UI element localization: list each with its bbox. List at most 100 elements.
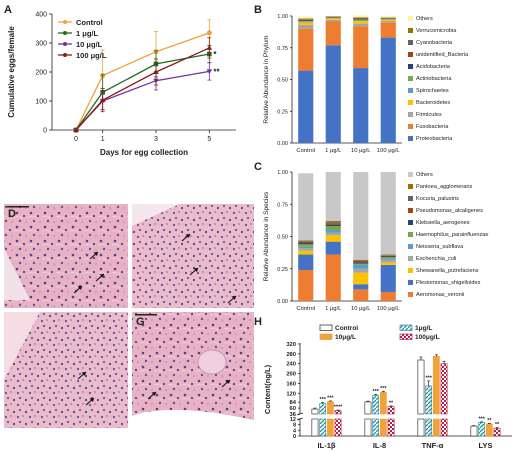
b-bar-segment xyxy=(353,23,369,27)
b-legend-label: Firmicutes xyxy=(416,112,442,118)
h-bar xyxy=(432,356,440,415)
h-bar xyxy=(493,427,501,437)
c-legend-swatch xyxy=(408,292,413,297)
a-x-axis-label: Days for egg collection xyxy=(100,148,188,157)
b-legend-swatch xyxy=(408,112,413,117)
h-y-tick-label: 60 xyxy=(290,406,296,412)
b-bar-segment xyxy=(298,21,314,22)
c-bar-segment xyxy=(353,289,369,301)
c-x-tick-label: 100 μg/L xyxy=(377,306,400,312)
c-legend-label: Aeromonas_veronii xyxy=(416,292,464,298)
b-bar-segment xyxy=(353,19,369,20)
h-y-axis-label: Content(ng/L) xyxy=(263,364,272,414)
histology-D-vessel xyxy=(4,248,30,300)
b-x-tick-label: 1 μg/L xyxy=(325,148,342,154)
h-y-tick-label: 4 xyxy=(293,428,297,434)
h-bar xyxy=(372,418,380,437)
c-bar-segment xyxy=(298,241,314,243)
b-bar-segment xyxy=(325,19,341,22)
b-legend-label: Actinobacteria xyxy=(416,76,452,82)
c-legend-swatch xyxy=(408,220,413,225)
b-legend-swatch xyxy=(408,76,413,81)
c-bar-segment xyxy=(380,254,396,256)
a-series-line-1 xyxy=(75,53,210,131)
b-bar-segment xyxy=(325,45,341,143)
arrow-icon xyxy=(93,252,98,256)
arrow-icon xyxy=(225,380,230,384)
arrow-icon xyxy=(89,398,94,402)
a-point xyxy=(206,45,213,50)
b-legend-swatch xyxy=(408,64,413,69)
c-y-tick-label: 0.00 xyxy=(277,299,288,305)
b-x-tick-label: Control xyxy=(296,148,315,154)
scale-bar xyxy=(135,314,157,316)
histology-F-vessel xyxy=(4,312,40,380)
c-bar-segment xyxy=(325,224,341,227)
arrow-icon xyxy=(99,274,104,278)
c-bar-segment xyxy=(325,222,341,224)
b-bar-segment xyxy=(298,21,314,23)
c-bar-segment xyxy=(353,284,369,290)
h-significance: ** xyxy=(487,418,492,424)
h-x-tick-label: TNF-α xyxy=(422,441,444,450)
h-bar xyxy=(319,418,327,437)
b-bar-segment xyxy=(353,68,369,143)
c-bar-segment xyxy=(380,172,396,255)
c-legend-swatch xyxy=(408,256,413,261)
b-bar-segment xyxy=(298,19,314,21)
c-legend-label: Escherichia_coli xyxy=(416,256,456,262)
c-legend-swatch xyxy=(408,196,413,201)
a-y-tick-label: 0 xyxy=(43,128,47,135)
a-y-tick-label: 200 xyxy=(35,70,47,77)
h-significance: *** xyxy=(425,375,432,381)
h-bar xyxy=(432,418,440,437)
b-bar-segment xyxy=(325,18,341,20)
b-legend-label: Others xyxy=(416,16,433,22)
c-legend-label: Pseudomonas_alcaligenes xyxy=(416,208,483,214)
a-y-tick-label: 100 xyxy=(35,99,47,106)
h-bar xyxy=(485,423,493,437)
h-y-tick-label: 120 xyxy=(286,391,296,397)
c-bar-segment xyxy=(353,261,369,263)
h-bar xyxy=(364,401,372,415)
b-bar-segment xyxy=(380,22,396,38)
h-significance: ** xyxy=(495,422,500,428)
c-bar-segment xyxy=(353,259,369,261)
c-bar-segment xyxy=(325,226,341,231)
a-point xyxy=(206,69,213,75)
c-bar-segment xyxy=(353,172,369,260)
b-legend-swatch xyxy=(408,100,413,105)
h-y-tick-label: 280 xyxy=(286,352,296,358)
b-legend-label: Verrucomicrobia xyxy=(416,28,457,34)
c-y-tick-label: 0.25 xyxy=(277,267,288,273)
h-legend-label: 10μg/L xyxy=(335,334,356,341)
a-point xyxy=(153,69,159,74)
c-legend-label: Pantoea_agglomerans xyxy=(416,184,472,190)
a-y-axis-label: Cumulative eggs/female xyxy=(7,26,16,118)
c-bar-segment xyxy=(353,263,369,265)
b-legend-label: Acidobacteria xyxy=(416,64,451,70)
b-bar-segment xyxy=(353,26,369,69)
b-legend-swatch xyxy=(408,52,413,57)
h-bar xyxy=(311,418,319,437)
c-legend-label: Neisseria_subflava xyxy=(416,244,464,250)
h-bar xyxy=(334,418,342,437)
b-bar-segment xyxy=(353,17,369,19)
b-legend-label: Bacteroidetes xyxy=(416,100,450,106)
h-bar xyxy=(417,359,425,415)
h-bar xyxy=(326,418,334,437)
a-point xyxy=(73,127,79,132)
histology-E xyxy=(132,204,254,308)
c-bar-segment xyxy=(325,232,341,236)
h-bar xyxy=(372,394,380,415)
b-bar-segment xyxy=(380,19,396,22)
a-x-tick-label: 3 xyxy=(154,136,158,143)
b-legend-swatch xyxy=(408,28,413,33)
h-y-tick-label: 84 xyxy=(290,400,297,406)
histology-E-border xyxy=(132,204,180,226)
c-legend-swatch xyxy=(408,208,413,213)
a-legend-label: 100 μg/L xyxy=(76,51,107,60)
histology-G xyxy=(132,312,254,428)
h-y-tick-label: 160 xyxy=(286,381,296,387)
h-bar xyxy=(319,403,327,415)
